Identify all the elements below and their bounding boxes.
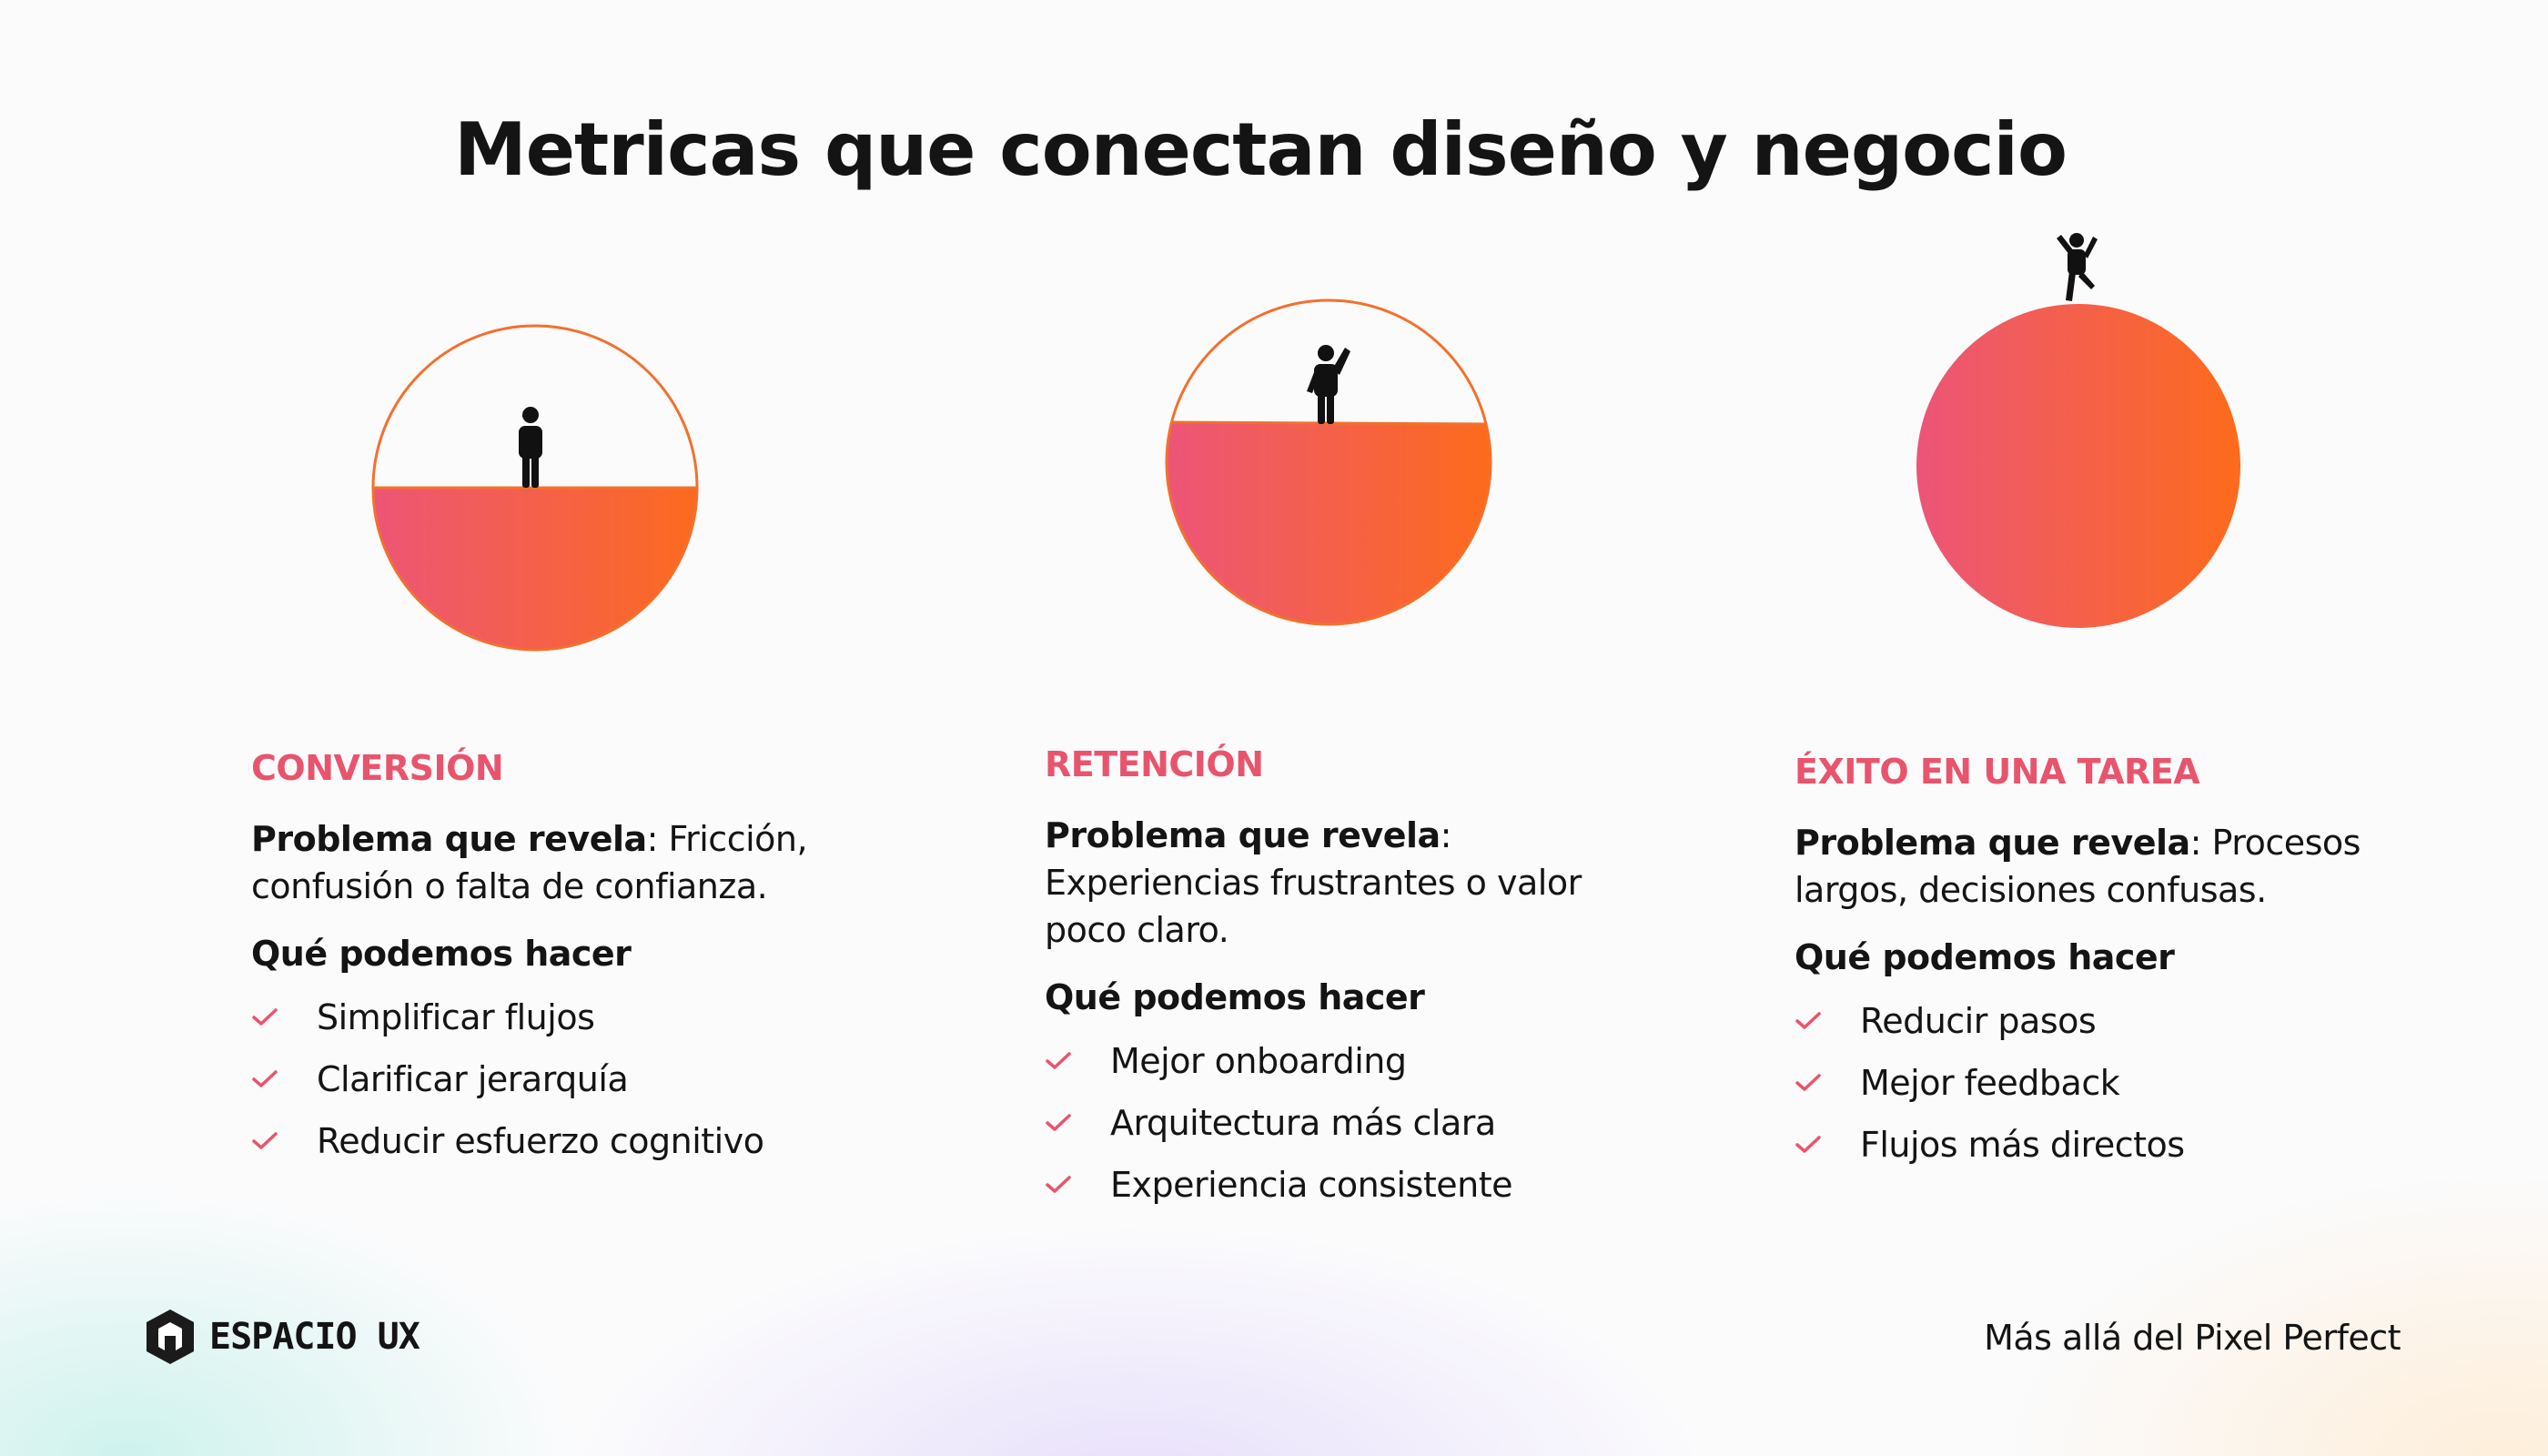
brand-logo: ESPACIO UX <box>144 1307 420 1367</box>
actions-title: Qué podemos hacer <box>251 934 632 974</box>
actions-list: Reducir pasos Mejor feedback Flujos más … <box>1795 990 2377 1176</box>
problem-text: Problema que revela: Procesos largos, de… <box>1795 819 2377 914</box>
action-label: Mejor onboarding <box>1110 1041 1407 1081</box>
conversion-level-circle <box>371 324 699 652</box>
check-icon <box>1795 1073 1860 1093</box>
action-label: Reducir pasos <box>1860 1001 2097 1041</box>
action-label: Arquitectura más clara <box>1110 1103 1496 1143</box>
action-label: Reducir esfuerzo cognitivo <box>317 1121 764 1161</box>
check-icon <box>1045 1175 1110 1195</box>
metric-name: RETENCIÓN <box>1045 744 1264 784</box>
check-icon <box>1795 1135 1860 1155</box>
action-label: Flujos más directos <box>1860 1125 2185 1165</box>
problem-description: : Experiencias frustrantes o valor poco … <box>1045 815 1582 950</box>
check-icon <box>1045 1051 1110 1071</box>
metrics-illustration <box>371 233 2240 652</box>
action-label: Simplificar flujos <box>317 997 595 1037</box>
metric-conversion: CONVERSIÓN Problema que revela: Fricción… <box>251 748 834 1172</box>
list-item: Arquitectura más clara <box>1045 1092 1627 1154</box>
metric-task-success: ÉXITO EN UNA TAREA Problema que revela: … <box>1795 752 2377 1176</box>
list-item: Mejor onboarding <box>1045 1030 1627 1092</box>
person-standing-icon <box>519 407 542 488</box>
list-item: Simplificar flujos <box>251 986 834 1048</box>
page-title: Metricas que conectan diseño y negocio <box>454 107 2068 192</box>
list-item: Clarificar jerarquía <box>251 1048 834 1110</box>
problem-label: Problema que revela <box>1795 823 2190 863</box>
problem-label: Problema que revela <box>251 819 647 859</box>
check-icon <box>251 1131 317 1151</box>
metric-retention: RETENCIÓN Problema que revela: Experienc… <box>1045 744 1627 1216</box>
list-item: Experiencia consistente <box>1045 1154 1627 1216</box>
list-item: Flujos más directos <box>1795 1114 2377 1176</box>
metric-name: ÉXITO EN UNA TAREA <box>1795 752 2200 792</box>
problem-description: : Procesos largos, decisiones confusas. <box>1795 823 2361 910</box>
actions-list: Mejor onboarding Arquitectura más clara … <box>1045 1030 1627 1216</box>
person-celebrating-icon <box>2057 233 2098 301</box>
problem-text: Problema que revela: Experiencias frustr… <box>1045 812 1627 954</box>
logo-text: ESPACIO UX <box>209 1316 420 1358</box>
actions-title: Qué podemos hacer <box>1045 977 1425 1017</box>
action-label: Clarificar jerarquía <box>317 1059 629 1099</box>
list-item: Reducir pasos <box>1795 990 2377 1052</box>
action-label: Experiencia consistente <box>1110 1165 1512 1205</box>
list-item: Reducir esfuerzo cognitivo <box>251 1110 834 1172</box>
problem-text: Problema que revela: Fricción, confusión… <box>251 815 834 910</box>
actions-title: Qué podemos hacer <box>1795 937 2175 977</box>
problem-label: Problema que revela <box>1045 815 1441 855</box>
espacio-ux-logo-icon <box>147 1309 194 1364</box>
actions-list: Simplificar flujos Clarificar jerarquía … <box>251 986 834 1172</box>
check-icon <box>1795 1011 1860 1031</box>
retention-level-circle <box>1165 298 1492 626</box>
task-success-level-circle <box>1916 304 2240 628</box>
check-icon <box>251 1069 317 1089</box>
tagline: Más allá del Pixel Perfect <box>1984 1318 2401 1358</box>
metric-name: CONVERSIÓN <box>251 748 504 788</box>
action-label: Mejor feedback <box>1860 1063 2120 1103</box>
problem-description: : Fricción, confusión o falta de confian… <box>251 819 808 906</box>
check-icon <box>1045 1113 1110 1133</box>
person-waving-icon <box>1307 345 1350 424</box>
check-icon <box>251 1007 317 1027</box>
list-item: Mejor feedback <box>1795 1052 2377 1114</box>
